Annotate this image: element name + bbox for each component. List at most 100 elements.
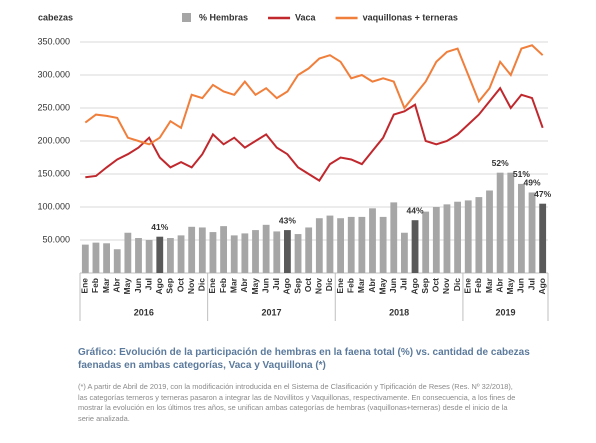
caption-title: Gráfico: Evolución de la participación d… xyxy=(78,347,530,371)
bar xyxy=(315,218,323,273)
x-tick-label: Sep xyxy=(292,278,302,294)
chart: cabezas 50.000 100.000 150.000 200.000 250.0… xyxy=(37,12,552,321)
year-label: 2016 xyxy=(134,307,154,317)
bar xyxy=(230,235,238,273)
bar xyxy=(496,172,504,273)
caption-note: (*) A partir de Abril de 2019, con la mo… xyxy=(78,382,516,423)
y-tick-label: 300.000 xyxy=(37,69,70,79)
bar xyxy=(156,236,164,273)
data-label: 47% xyxy=(534,189,551,199)
x-tick-label: Ago xyxy=(409,278,419,295)
x-tick-label: Sep xyxy=(165,278,175,294)
bar xyxy=(262,224,270,273)
bar xyxy=(369,208,376,273)
x-tick-label: Oct xyxy=(303,278,313,292)
x-tick-label: Jul xyxy=(143,278,153,290)
bar xyxy=(124,232,132,273)
bar xyxy=(198,227,206,273)
x-tick-label: Jul xyxy=(399,278,409,290)
bar xyxy=(145,240,153,273)
x-tick-label: Nov xyxy=(186,278,196,294)
y-tick-label: 100.000 xyxy=(37,201,70,211)
x-tick-label: Mar xyxy=(101,277,111,293)
x-tick-label: Mar xyxy=(484,277,494,293)
bar xyxy=(305,227,313,273)
x-tick-label: Jun xyxy=(133,278,143,293)
x-tick-label: Abr xyxy=(494,277,504,292)
year-label: 2017 xyxy=(261,307,281,317)
bar xyxy=(411,220,419,273)
x-tick-label: May xyxy=(122,278,132,295)
bar xyxy=(518,183,525,273)
y-tick-label: 350.000 xyxy=(37,36,70,46)
x-tick-label: Ene xyxy=(207,278,217,294)
x-tick-label: Feb xyxy=(90,278,100,293)
bar xyxy=(294,234,302,273)
x-tick-label: Dic xyxy=(324,278,334,292)
bar xyxy=(347,216,355,273)
bar xyxy=(464,200,472,273)
x-tick-label: Oct xyxy=(175,278,185,292)
x-tick-label: Oct xyxy=(431,278,441,292)
bar xyxy=(475,197,483,273)
year-label: 2018 xyxy=(389,307,409,317)
bar xyxy=(507,172,515,273)
x-tick-label: Sep xyxy=(420,278,430,294)
bar xyxy=(135,238,142,273)
line xyxy=(84,44,544,146)
x-tick-label: Feb xyxy=(218,278,228,293)
x-tick-label: Nov xyxy=(441,278,451,294)
bar xyxy=(539,203,547,273)
x-tick-label: Mar xyxy=(228,277,238,293)
bar xyxy=(220,226,227,273)
bar xyxy=(379,216,387,273)
y-tick-label: 200.000 xyxy=(37,135,70,145)
y-tick-label: 50.000 xyxy=(42,234,70,244)
x-tick-label: Abr xyxy=(239,277,249,292)
bar xyxy=(273,231,281,273)
x-tick-label: Abr xyxy=(367,277,377,292)
bar xyxy=(443,204,451,273)
x-tick-label: Mar xyxy=(356,277,366,293)
x-tick-label: Jun xyxy=(260,278,270,293)
bar xyxy=(167,238,174,273)
legend-swatch xyxy=(182,13,191,22)
bar xyxy=(92,242,100,273)
line xyxy=(85,86,544,182)
year-label: 2019 xyxy=(495,307,515,317)
legend-label: vaquillonas + terneras xyxy=(363,12,458,22)
x-tick-label: Dic xyxy=(452,278,462,292)
bar xyxy=(326,215,334,273)
bar xyxy=(188,226,196,273)
x-tick-label: Jun xyxy=(516,278,526,293)
x-tick-label: Ene xyxy=(80,278,90,294)
data-label: 51% xyxy=(513,169,530,179)
data-label: 43% xyxy=(279,215,296,225)
bar xyxy=(103,243,110,273)
bar xyxy=(113,249,121,273)
x-tick-label: Ago xyxy=(282,278,292,295)
x-tick-label: Ene xyxy=(335,278,345,294)
bar xyxy=(81,244,89,273)
x-tick-label: Feb xyxy=(345,278,355,293)
bar xyxy=(454,201,461,273)
x-tick-label: Jul xyxy=(271,278,281,290)
x-tick-label: Ago xyxy=(154,278,164,295)
x-tick-label: Ago xyxy=(537,278,547,295)
data-label: 52% xyxy=(492,158,509,168)
legend-label: Vaca xyxy=(295,12,317,22)
x-tick-label: Ene xyxy=(462,278,472,294)
x-tick-label: May xyxy=(505,278,515,295)
bar xyxy=(177,235,185,273)
bar xyxy=(252,230,259,273)
data-label: 41% xyxy=(151,222,168,232)
bar xyxy=(432,207,440,273)
legend-label: % Hembras xyxy=(199,12,248,22)
data-label: 49% xyxy=(524,178,541,188)
bar xyxy=(358,216,366,273)
bar xyxy=(422,211,430,273)
x-tick-label: May xyxy=(250,278,260,295)
bar xyxy=(401,232,408,273)
x-tick-label: Abr xyxy=(111,277,121,292)
